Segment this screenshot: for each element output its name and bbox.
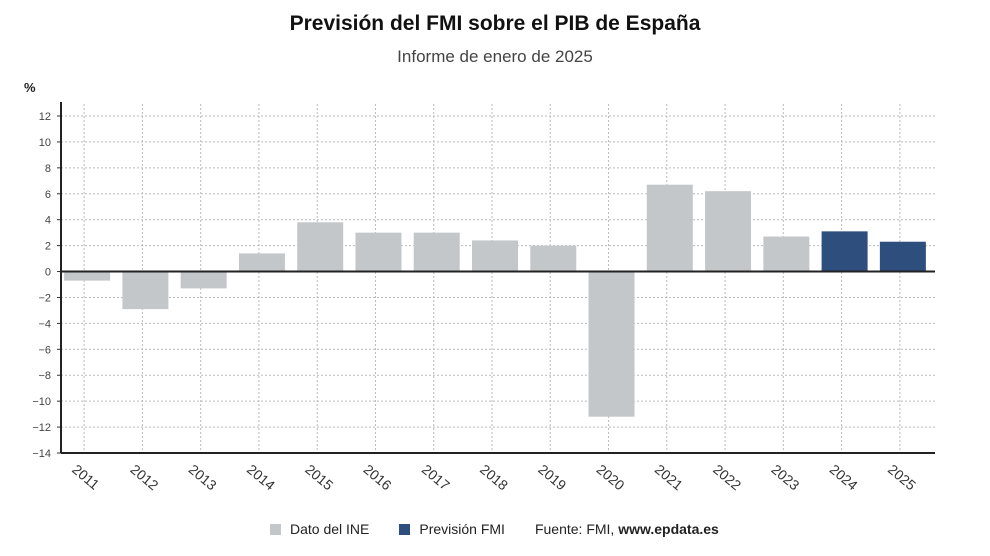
x-tick-label: 2023 xyxy=(768,461,802,493)
legend-label-ine: Dato del INE xyxy=(290,521,370,537)
y-tick-label: −4 xyxy=(38,318,51,330)
x-tick-label: 2020 xyxy=(594,461,628,493)
x-tick-label: 2015 xyxy=(302,461,336,493)
y-tick-label: −10 xyxy=(32,396,51,408)
x-tick-label: 2016 xyxy=(361,461,395,493)
bar-2021 xyxy=(646,184,693,272)
x-tick-label: 2025 xyxy=(885,461,919,493)
legend-swatch-ine xyxy=(270,523,281,535)
chart-title: Previsión del FMI sobre el PIB de España xyxy=(289,12,701,35)
chart-subtitle: Informe de enero de 2025 xyxy=(397,47,593,66)
bar-2019 xyxy=(530,245,577,272)
y-tick-label: 4 xyxy=(45,215,51,227)
y-axis-unit: % xyxy=(24,80,36,95)
x-tick-label: 2011 xyxy=(69,461,103,493)
bar-2012 xyxy=(122,271,169,310)
x-tick-label: 2022 xyxy=(710,461,744,493)
bar-2011 xyxy=(64,271,111,281)
y-tick-label: −8 xyxy=(38,370,51,382)
bar-2024 xyxy=(821,231,868,272)
bar-2023 xyxy=(763,236,810,272)
legend-swatch-fmi xyxy=(399,523,411,535)
bar-2022 xyxy=(705,191,752,272)
x-tick-label: 2021 xyxy=(652,461,686,493)
y-tick-label: 0 xyxy=(45,267,51,279)
x-tick-label: 2017 xyxy=(419,461,453,493)
y-tick-label: −6 xyxy=(38,344,51,356)
x-tick-label: 2012 xyxy=(127,461,161,493)
legend-label-fmi: Previsión FMI xyxy=(419,521,505,537)
bar-2018 xyxy=(472,240,518,272)
bar-2020 xyxy=(588,271,635,417)
y-tick-label: 2 xyxy=(45,241,51,253)
x-tick-label: 2014 xyxy=(244,461,278,493)
x-tick-label: 2019 xyxy=(535,461,569,493)
x-tick-label: 2013 xyxy=(186,461,220,493)
bar-2017 xyxy=(413,232,460,272)
y-tick-label: −14 xyxy=(32,448,51,460)
x-tick-label: 2024 xyxy=(827,461,861,493)
y-tick-label: 6 xyxy=(45,189,51,201)
y-tick-label: 12 xyxy=(39,111,51,123)
y-tick-label: −2 xyxy=(38,292,51,304)
x-tick-label: 2018 xyxy=(477,461,511,493)
y-tick-label: −12 xyxy=(32,422,51,434)
bar-2014 xyxy=(238,253,285,272)
bar-2013 xyxy=(180,271,227,289)
bar-2025 xyxy=(879,241,926,272)
y-tick-label: 10 xyxy=(39,137,51,149)
bar-2016 xyxy=(355,232,402,272)
y-tick-label: 8 xyxy=(45,163,51,175)
bar-2015 xyxy=(297,222,344,272)
legend: Dato del INE Previsión FMI Fuente: FMI, … xyxy=(270,521,719,537)
source-text: Fuente: FMI, www.epdata.es xyxy=(534,521,719,537)
